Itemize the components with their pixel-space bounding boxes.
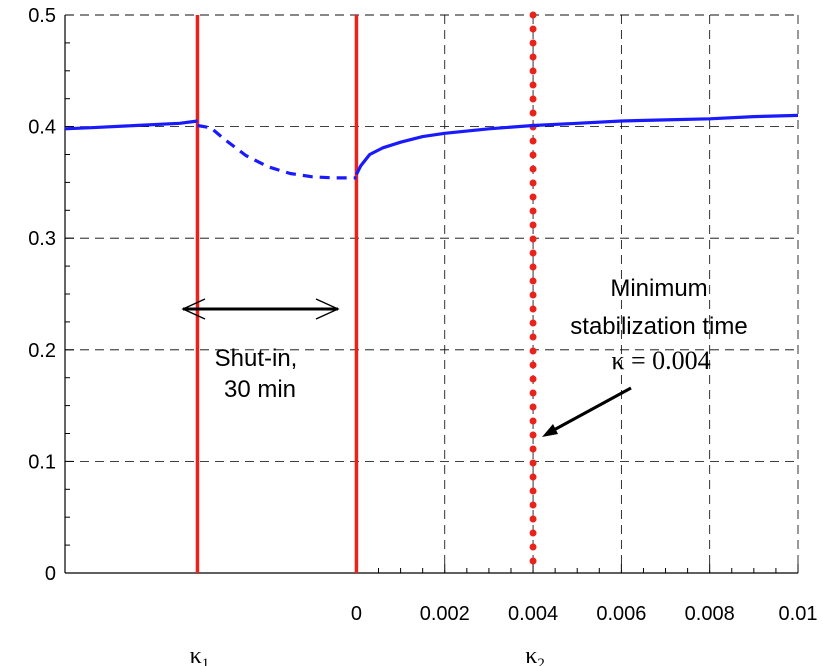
y-tick-label: 0 [45, 563, 56, 585]
y-tick-labels: 0 0.1 0.2 0.3 0.4 0.5 [28, 5, 56, 585]
x-tick-label: 0.006 [596, 603, 646, 625]
x-tick-label: 0.008 [685, 603, 735, 625]
stab-label-line2: stabilization time [570, 313, 747, 340]
shutin-label-line1: Shut-in, [215, 345, 298, 372]
kappa-label: κ2 [525, 643, 545, 666]
ticks [65, 14, 799, 574]
x-tick-label: 0 [351, 603, 362, 625]
grid [65, 14, 799, 573]
series [64, 113, 799, 180]
stab-arrow [542, 386, 632, 437]
y-tick-label: 0.1 [28, 451, 56, 473]
kappa-label: κ1 [190, 643, 210, 666]
stab-label-line1: Minimum [610, 275, 707, 302]
series-line-3 [354, 113, 799, 176]
series-line-1 [64, 119, 198, 131]
stab-label-line3: κ = 0.004 [611, 346, 710, 375]
shutin-arrow [181, 298, 340, 320]
vertical-lines [195, 11, 537, 577]
x-tick-label: 0.01 [779, 603, 818, 625]
y-tick-label: 0.5 [28, 5, 56, 27]
kappa-labels: κ1 κ2 [190, 643, 545, 666]
shutin-label-line2: 30 min [224, 376, 296, 403]
x-tick-label: 0.004 [508, 603, 558, 625]
y-tick-label: 0.4 [28, 117, 56, 139]
series-line-2 [197, 123, 357, 180]
x-tick-label: 0.002 [420, 603, 470, 625]
y-tick-label: 0.3 [28, 228, 56, 250]
y-tick-label: 0.2 [28, 340, 56, 362]
x-tick-labels: 0 0.002 0.004 0.006 0.008 0.01 [351, 603, 818, 625]
